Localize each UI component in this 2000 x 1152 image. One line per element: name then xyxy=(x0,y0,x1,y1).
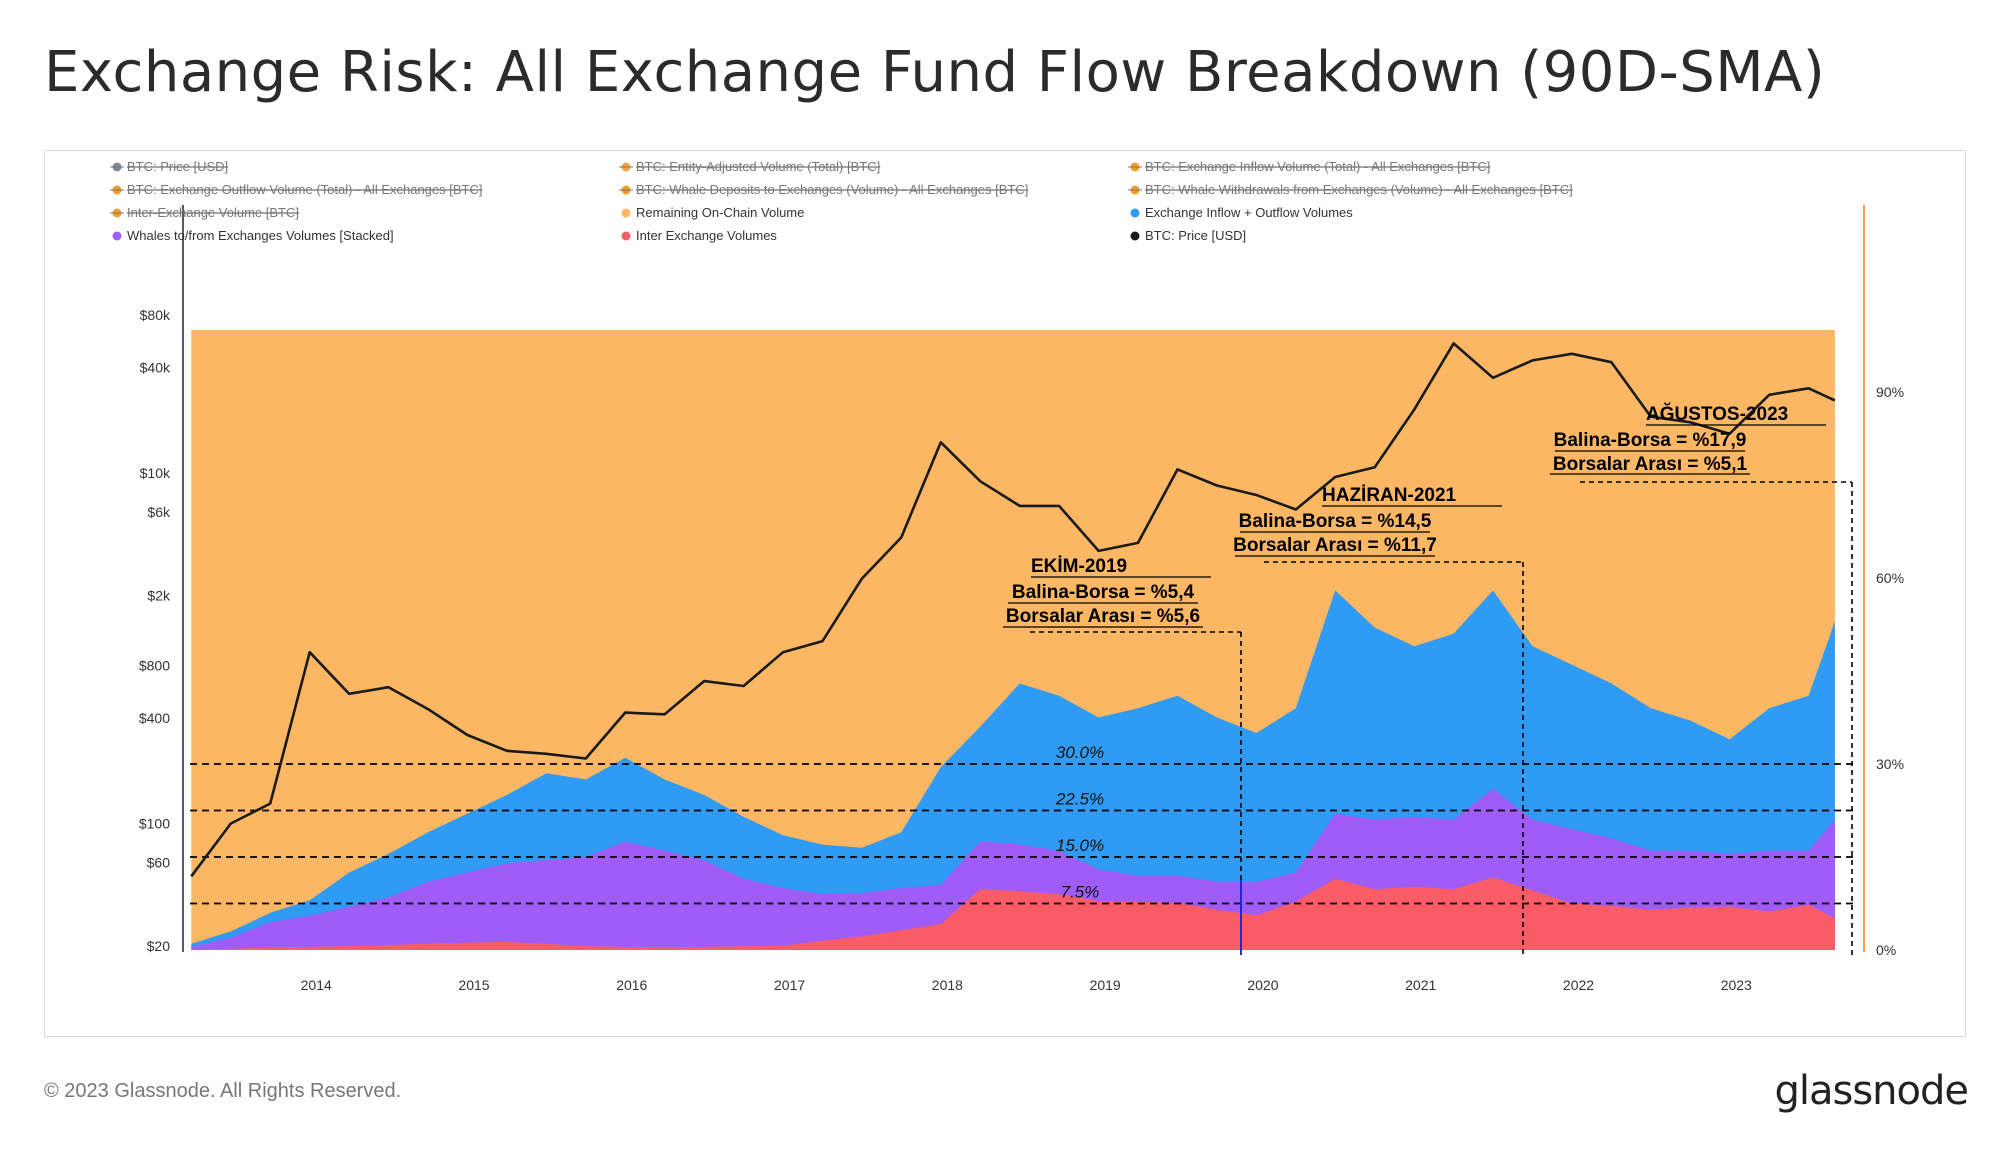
x-axis-tick-label: 2023 xyxy=(1721,977,1752,993)
x-axis-tick-label: 2018 xyxy=(932,977,963,993)
annotation-title: HAZİRAN-2021 xyxy=(1322,485,1457,506)
reference-line-label: 30.0% xyxy=(1056,743,1104,762)
right-axis-tick-label: 60% xyxy=(1876,570,1904,586)
legend-item-label: BTC: Whale Deposits to Exchanges (Volume… xyxy=(636,182,1028,197)
left-axis-tick-label: $60 xyxy=(147,854,171,870)
x-axis-tick-label: 2017 xyxy=(774,977,805,993)
legend-item-label: BTC: Entity-Adjusted Volume (Total) [BTC… xyxy=(636,159,880,174)
x-axis-tick-label: 2015 xyxy=(458,977,489,993)
legend-item-label: BTC: Price [USD] xyxy=(1145,228,1246,243)
annotation-title: EKİM-2019 xyxy=(1031,556,1127,577)
left-axis-tick-label: $800 xyxy=(139,657,170,673)
glassnode-logo: glassnode xyxy=(1774,1068,1969,1114)
reference-line-label: 15.0% xyxy=(1056,836,1104,855)
right-axis-tick-label: 30% xyxy=(1876,756,1904,772)
annotation-line-1: Balina-Borsa = %17,9 xyxy=(1554,430,1747,451)
annotation-line-2: Borsalar Arası = %11,7 xyxy=(1233,535,1437,556)
x-axis-tick-label: 2022 xyxy=(1563,977,1594,993)
annotation-title: AĞUSTOS-2023 xyxy=(1646,403,1788,425)
left-axis-tick-label: $80k xyxy=(140,307,171,323)
legend-swatch-icon xyxy=(621,231,631,241)
btc-price-line xyxy=(190,342,1836,878)
annotation-line-1: Balina-Borsa = %14,5 xyxy=(1239,511,1432,532)
legend-item-label: BTC: Exchange Outflow Volume (Total) - A… xyxy=(127,182,482,197)
x-axis-tick-label: 2014 xyxy=(301,977,332,993)
right-axis-tick-label: 0% xyxy=(1876,942,1896,958)
left-axis-tick-label: $2k xyxy=(147,588,171,604)
left-axis-tick-label: $100 xyxy=(139,816,170,832)
left-axis-tick-label: $40k xyxy=(140,360,171,376)
x-axis-tick-label: 2020 xyxy=(1247,977,1278,993)
left-axis-tick-label: $400 xyxy=(139,710,170,726)
copyright-text: © 2023 Glassnode. All Rights Reserved. xyxy=(44,1080,402,1102)
legend-item-label: Whales to/from Exchanges Volumes [Stacke… xyxy=(127,228,394,243)
legend-swatch-icon xyxy=(621,208,631,218)
x-axis-tick-label: 2021 xyxy=(1405,977,1436,993)
left-axis-tick-label: $20 xyxy=(147,938,171,954)
legend-swatch-icon xyxy=(1130,208,1140,218)
legend-item-label: Remaining On-Chain Volume xyxy=(636,205,804,220)
left-axis-tick-label: $6k xyxy=(147,504,171,520)
legend-item-label: BTC: Whale Withdrawals from Exchanges (V… xyxy=(1145,182,1573,197)
legend-item-label: Inter Exchange Volumes xyxy=(636,228,777,243)
annotation-line-2: Borsalar Arası = %5,1 xyxy=(1553,454,1748,475)
annotation-line-2: Borsalar Arası = %5,6 xyxy=(1006,606,1200,627)
left-axis-tick-label: $10k xyxy=(140,465,171,481)
annotation-line-1: Balina-Borsa = %5,4 xyxy=(1012,582,1195,603)
legend-item-label: BTC: Exchange Inflow Volume (Total) - Al… xyxy=(1145,159,1490,174)
legend-swatch-icon xyxy=(112,231,122,241)
legend-item-label: BTC: Price [USD] xyxy=(127,159,228,174)
x-axis-tick-label: 2019 xyxy=(1090,977,1121,993)
reference-line-label: 7.5% xyxy=(1061,883,1100,902)
page-title: Exchange Risk: All Exchange Fund Flow Br… xyxy=(44,40,1826,105)
inter-exchange-area xyxy=(191,877,1835,950)
legend-swatch-icon xyxy=(1130,231,1140,241)
right-axis-tick-label: 90% xyxy=(1876,384,1904,400)
legend-item-label: Exchange Inflow + Outflow Volumes xyxy=(1145,205,1353,220)
reference-line-label: 22.5% xyxy=(1055,790,1104,809)
legend-item-label: Inter-Exchange Volume [BTC] xyxy=(127,205,299,220)
x-axis-tick-label: 2016 xyxy=(616,977,647,993)
